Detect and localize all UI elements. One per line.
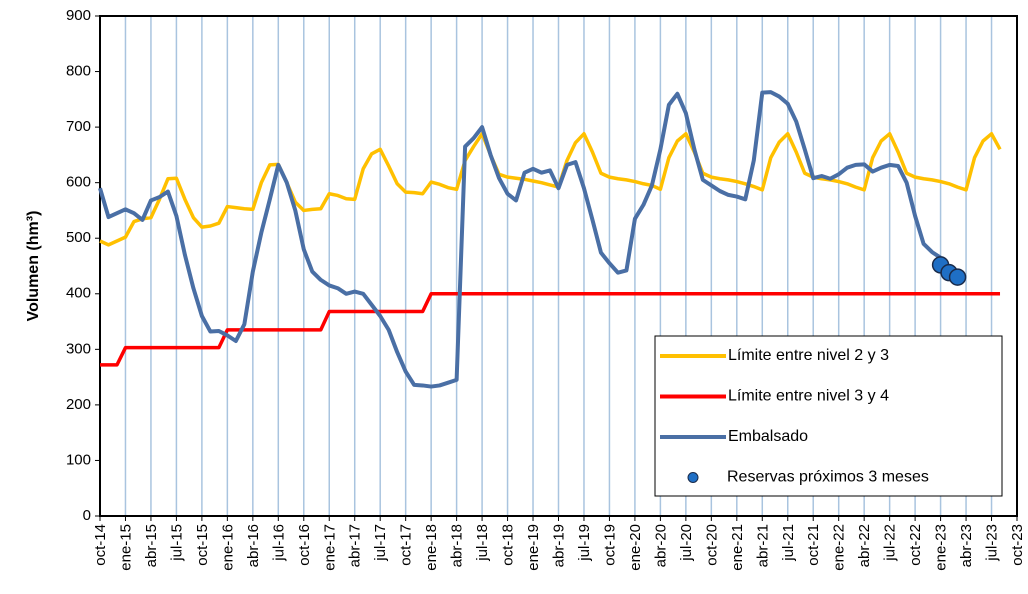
legend-label: Embalsado xyxy=(728,428,808,445)
x-tick-label: oct-23 xyxy=(1009,524,1026,566)
x-tick-label: ene-22 xyxy=(831,524,848,571)
x-tick-label: oct-16 xyxy=(296,524,313,566)
y-axis-label: Volumen (hm³) xyxy=(25,211,42,322)
x-tick-label: ene-23 xyxy=(933,524,950,571)
x-tick-label: abr-19 xyxy=(551,524,568,567)
legend-label: Límite entre nivel 2 y 3 xyxy=(728,347,889,364)
x-tick-label: ene-19 xyxy=(525,524,542,571)
x-tick-label: ene-20 xyxy=(627,524,644,571)
y-tick-label: 900 xyxy=(66,7,91,24)
x-tick-label: oct-19 xyxy=(601,524,618,566)
x-tick-label: abr-16 xyxy=(245,524,262,567)
x-tick-label: jul-18 xyxy=(474,524,491,562)
x-tick-label: ene-15 xyxy=(117,524,134,571)
x-tick-label: oct-22 xyxy=(907,524,924,566)
line xyxy=(99,132,1002,247)
x-tick-label: jul-15 xyxy=(168,524,185,562)
x-tick-label: abr-23 xyxy=(958,524,975,567)
x-tick-label: ene-18 xyxy=(423,524,440,571)
x-tick-label: oct-20 xyxy=(703,524,720,566)
x-tick-label: ene-17 xyxy=(321,524,338,571)
y-tick-label: 700 xyxy=(66,118,91,135)
x-tick-label: abr-18 xyxy=(449,524,466,567)
marker xyxy=(948,268,967,286)
x-tick-label: oct-21 xyxy=(805,524,822,566)
x-tick-label: ene-21 xyxy=(729,524,746,571)
y-tick-label: 500 xyxy=(66,229,91,246)
y-tick-label: 100 xyxy=(66,451,91,468)
x-tick-label: oct-15 xyxy=(194,524,211,566)
line xyxy=(98,90,942,389)
x-tick-label: abr-20 xyxy=(652,524,669,567)
x-tick-label: jul-17 xyxy=(372,524,389,562)
y-tick-label: 300 xyxy=(66,340,91,357)
y-tick-label: 800 xyxy=(66,63,91,80)
legend-marker xyxy=(687,472,699,483)
legend-label: Límite entre nivel 3 y 4 xyxy=(728,388,889,405)
x-tick-label: abr-21 xyxy=(754,524,771,567)
legend: Límite entre nivel 2 y 3 Límite entre niv… xyxy=(654,335,1003,497)
legend-label: Reservas próximos 3 meses xyxy=(727,469,929,486)
x-tick-label: abr-17 xyxy=(347,524,364,567)
x-tick-label: oct-14 xyxy=(92,524,109,566)
legend-box xyxy=(654,335,1003,497)
y-tick-label: 600 xyxy=(66,174,91,191)
x-tick-label: oct-18 xyxy=(500,524,517,566)
y-tick-label: 200 xyxy=(66,396,91,413)
plot-border xyxy=(99,15,1018,517)
line xyxy=(100,292,1001,367)
x-tick-label: jul-16 xyxy=(270,524,287,562)
x-tick-label: jul-20 xyxy=(678,524,695,562)
y-tick-label: 400 xyxy=(66,285,91,302)
x-tick-label: abr-15 xyxy=(143,524,160,567)
x-tick-label: jul-19 xyxy=(576,524,593,562)
x-tick-label: jul-23 xyxy=(984,524,1001,562)
x-tick-label: jul-22 xyxy=(882,524,899,562)
x-tick-label: abr-22 xyxy=(856,524,873,567)
x-tick-label: ene-16 xyxy=(219,524,236,571)
x-tick-label: oct-17 xyxy=(398,524,415,566)
y-tick-label: 0 xyxy=(83,507,91,524)
x-tick-label: jul-21 xyxy=(780,524,797,562)
